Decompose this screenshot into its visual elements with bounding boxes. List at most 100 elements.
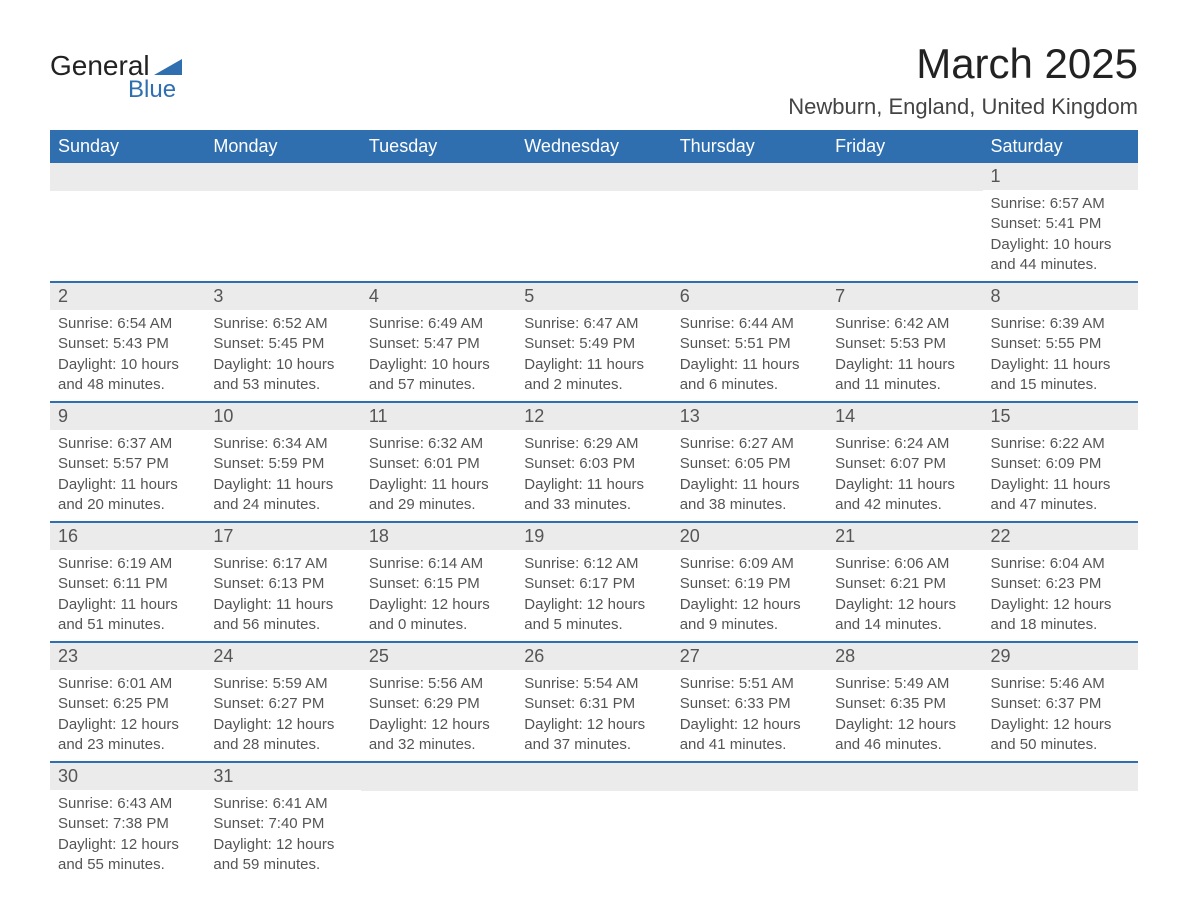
day-cell: 12 Sunrise: 6:29 AMSunset: 6:03 PMDayligh… [516,403,671,521]
day-body: Sunrise: 5:49 AMSunset: 6:35 PMDaylight:… [827,670,982,761]
day-number: 2 [50,283,205,310]
sunset-line: Sunset: 5:41 PM [991,214,1130,234]
day-cell: 1Sunrise: 6:57 AMSunset: 5:41 PMDaylight… [983,163,1138,281]
day-number: 22 [983,523,1138,550]
day-cell: 5Sunrise: 6:47 AMSunset: 5:49 PMDaylight… [516,283,671,401]
sunset-line: Sunset: 6:05 PM [680,454,819,474]
sunrise-line: Sunrise: 6:29 AM [524,434,663,454]
sunset-line: Sunset: 5:43 PM [58,334,197,354]
day-cell: 22Sunrise: 6:04 AMSunset: 6:23 PMDayligh… [983,523,1138,641]
day-cell [205,163,360,281]
day-cell [672,163,827,281]
sunset-line: Sunset: 6:21 PM [835,574,974,594]
location: Newburn, England, United Kingdom [788,94,1138,120]
sunrise-line: Sunrise: 6:27 AM [680,434,819,454]
day-body: Sunrise: 6:12 AMSunset: 6:17 PMDaylight:… [516,550,671,641]
daylight-line: Daylight: 12 hours and 9 minutes. [680,595,819,636]
daylight-line: Daylight: 12 hours and 37 minutes. [524,715,663,756]
sunset-line: Sunset: 6:29 PM [369,694,508,714]
sunrise-line: Sunrise: 6:44 AM [680,314,819,334]
day-body: Sunrise: 5:59 AMSunset: 6:27 PMDaylight:… [205,670,360,761]
sunrise-line: Sunrise: 6:09 AM [680,554,819,574]
day-cell: 15Sunrise: 6:22 AMSunset: 6:09 PMDayligh… [983,403,1138,521]
day-cell: 20Sunrise: 6:09 AMSunset: 6:19 PMDayligh… [672,523,827,641]
day-body: Sunrise: 6:01 AMSunset: 6:25 PMDaylight:… [50,670,205,761]
day-number: 30 [50,763,205,790]
day-cell: 17Sunrise: 6:17 AMSunset: 6:13 PMDayligh… [205,523,360,641]
calendar: SundayMondayTuesdayWednesdayThursdayFrid… [50,130,1138,881]
day-cell: 30Sunrise: 6:43 AMSunset: 7:38 PMDayligh… [50,763,205,881]
daylight-line: Daylight: 11 hours and 56 minutes. [213,595,352,636]
logo: General Blue [50,50,182,104]
daylight-line: Daylight: 11 hours and 20 minutes. [58,475,197,516]
sunrise-line: Sunrise: 6:12 AM [524,554,663,574]
day-body: Sunrise: 6:32 AMSunset: 6:01 PMDaylight:… [361,430,516,521]
day-body: Sunrise: 6:37 AMSunset: 5:57 PMDaylight:… [50,430,205,521]
week-row: 23Sunrise: 6:01 AMSunset: 6:25 PMDayligh… [50,643,1138,763]
daylight-line: Daylight: 10 hours and 44 minutes. [991,235,1130,276]
sunset-line: Sunset: 6:03 PM [524,454,663,474]
sunset-line: Sunset: 5:59 PM [213,454,352,474]
sunset-line: Sunset: 6:31 PM [524,694,663,714]
day-number: 24 [205,643,360,670]
day-body [361,791,516,851]
weekday-header: Thursday [672,130,827,163]
day-cell: 18Sunrise: 6:14 AMSunset: 6:15 PMDayligh… [361,523,516,641]
sunrise-line: Sunrise: 6:17 AM [213,554,352,574]
day-cell: 28Sunrise: 5:49 AMSunset: 6:35 PMDayligh… [827,643,982,761]
calendar-body: 1Sunrise: 6:57 AMSunset: 5:41 PMDaylight… [50,163,1138,881]
day-number: 9 [50,403,205,430]
daylight-line: Daylight: 10 hours and 53 minutes. [213,355,352,396]
sunrise-line: Sunrise: 6:32 AM [369,434,508,454]
daylight-line: Daylight: 11 hours and 33 minutes. [524,475,663,516]
day-number: 16 [50,523,205,550]
sunrise-line: Sunrise: 6:41 AM [213,794,352,814]
daylight-line: Daylight: 11 hours and 29 minutes. [369,475,508,516]
day-number [516,163,671,191]
weekday-header: Sunday [50,130,205,163]
day-body: Sunrise: 5:54 AMSunset: 6:31 PMDaylight:… [516,670,671,761]
day-cell [516,163,671,281]
day-body: Sunrise: 6:14 AMSunset: 6:15 PMDaylight:… [361,550,516,641]
day-number: 5 [516,283,671,310]
weekday-header: Monday [205,130,360,163]
day-cell: 25Sunrise: 5:56 AMSunset: 6:29 PMDayligh… [361,643,516,761]
day-cell: 2Sunrise: 6:54 AMSunset: 5:43 PMDaylight… [50,283,205,401]
sunrise-line: Sunrise: 6:54 AM [58,314,197,334]
day-number: 8 [983,283,1138,310]
day-number: 26 [516,643,671,670]
daylight-line: Daylight: 11 hours and 6 minutes. [680,355,819,396]
daylight-line: Daylight: 12 hours and 41 minutes. [680,715,819,756]
logo-text-blue: Blue [128,76,182,104]
day-body: Sunrise: 6:43 AMSunset: 7:38 PMDaylight:… [50,790,205,881]
day-cell: 14Sunrise: 6:24 AMSunset: 6:07 PMDayligh… [827,403,982,521]
day-number: 29 [983,643,1138,670]
day-cell: 13Sunrise: 6:27 AMSunset: 6:05 PMDayligh… [672,403,827,521]
sunrise-line: Sunrise: 6:34 AM [213,434,352,454]
day-number: 12 [516,403,671,430]
sunrise-line: Sunrise: 5:46 AM [991,674,1130,694]
sunset-line: Sunset: 6:17 PM [524,574,663,594]
weekday-header: Saturday [983,130,1138,163]
day-cell: 21Sunrise: 6:06 AMSunset: 6:21 PMDayligh… [827,523,982,641]
day-number: 13 [672,403,827,430]
sunset-line: Sunset: 6:23 PM [991,574,1130,594]
sunset-line: Sunset: 6:27 PM [213,694,352,714]
day-number: 25 [361,643,516,670]
day-body [827,791,982,851]
daylight-line: Daylight: 12 hours and 23 minutes. [58,715,197,756]
daylight-line: Daylight: 12 hours and 50 minutes. [991,715,1130,756]
day-number: 18 [361,523,516,550]
week-row: 30Sunrise: 6:43 AMSunset: 7:38 PMDayligh… [50,763,1138,881]
day-body: Sunrise: 6:41 AMSunset: 7:40 PMDaylight:… [205,790,360,881]
day-cell [672,763,827,881]
day-cell: 7Sunrise: 6:42 AMSunset: 5:53 PMDaylight… [827,283,982,401]
day-cell: 9Sunrise: 6:37 AMSunset: 5:57 PMDaylight… [50,403,205,521]
day-cell: 10Sunrise: 6:34 AMSunset: 5:59 PMDayligh… [205,403,360,521]
sunset-line: Sunset: 6:15 PM [369,574,508,594]
sunset-line: Sunset: 5:55 PM [991,334,1130,354]
daylight-line: Daylight: 11 hours and 24 minutes. [213,475,352,516]
day-body: Sunrise: 6:04 AMSunset: 6:23 PMDaylight:… [983,550,1138,641]
day-body: Sunrise: 6:44 AMSunset: 5:51 PMDaylight:… [672,310,827,401]
sunset-line: Sunset: 5:45 PM [213,334,352,354]
